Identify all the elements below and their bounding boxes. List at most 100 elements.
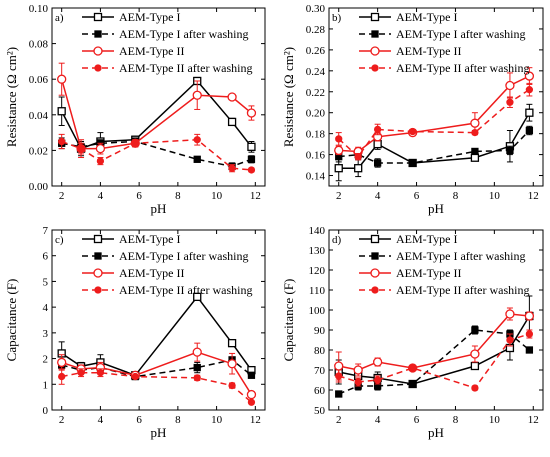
x-tick-label: 10 (489, 414, 501, 426)
data-point (192, 347, 202, 357)
legend-label: AEM-Type II after washing (396, 283, 529, 297)
x-tick-label: 4 (98, 414, 104, 426)
y-tick-label: 80 (314, 345, 326, 357)
data-point (95, 143, 106, 154)
plot-frame (51, 229, 266, 411)
data-point (354, 164, 363, 173)
legend-marker (370, 234, 380, 244)
data-point (228, 381, 236, 390)
data-point (505, 80, 515, 91)
y-tick-label: 0.18 (306, 129, 326, 141)
data-point (57, 74, 67, 84)
legend-label: AEM-Type I (119, 232, 180, 246)
x-tick-label: 8 (453, 190, 459, 202)
x-tick-label: 8 (453, 414, 459, 426)
x-tick-label: 10 (489, 190, 501, 202)
legend: AEM-Type I AEM-Type I after washing AEM-Ty… (82, 10, 252, 75)
series-line (61, 295, 253, 377)
series-line (338, 75, 530, 153)
data-point (193, 363, 201, 372)
y-tick-label: 0.04 (29, 110, 49, 122)
data-point (334, 361, 344, 371)
panel-label: d) (332, 234, 342, 246)
x-axis-title: pH (428, 425, 444, 440)
legend-marker (93, 234, 103, 244)
data-point (470, 118, 480, 128)
y-tick-label: 1 (43, 379, 49, 391)
data-point (246, 389, 257, 400)
data-point (227, 338, 237, 348)
data-point (247, 371, 256, 379)
y-tick-label: 0.24 (306, 66, 326, 78)
panel-label: a) (55, 12, 64, 24)
data-point (354, 378, 362, 386)
legend-marker (94, 64, 102, 72)
legend-label: AEM-Type I after washing (396, 249, 525, 263)
data-point (57, 107, 66, 116)
y-tick-label: 4 (43, 302, 49, 314)
data-point (58, 137, 66, 146)
data-point (192, 90, 202, 100)
data-point (471, 326, 479, 334)
data-point (57, 357, 67, 368)
data-point (506, 146, 514, 155)
legend-label: AEM-Type II after washing (396, 61, 529, 75)
y-tick-label: 100 (309, 305, 326, 317)
y-tick-label: 0 (43, 405, 49, 417)
data-point (335, 390, 343, 398)
panel-d: 2 4 6 8 10 12 50 60 70 80 90 100 110 120 130 140 pH Capac… (281, 225, 544, 440)
data-point (227, 359, 237, 369)
y-tick-label: 0.20 (306, 108, 326, 120)
data-point (227, 117, 237, 127)
x-tick-label: 2 (336, 190, 342, 202)
series-line (338, 313, 530, 371)
plot-frame (328, 7, 544, 187)
legend-marker (371, 30, 379, 38)
plot-frame (328, 229, 544, 411)
data-point (409, 127, 417, 136)
series-line (61, 79, 253, 150)
legend-marker (93, 12, 103, 22)
series-4 (335, 82, 534, 161)
y-tick-label: 0.22 (306, 87, 325, 99)
y-tick-label: 0.06 (29, 74, 49, 86)
data-point (525, 108, 534, 117)
y-tick-label: 60 (314, 385, 326, 397)
series-3 (57, 342, 257, 400)
legend-marker (370, 46, 380, 56)
legend-label: AEM-Type I after washing (119, 249, 248, 263)
y-tick-label: 90 (314, 325, 326, 337)
panel-a: 2 4 6 8 10 12 0.00 0.02 0.04 0.06 0.08 0.10 pH Resist… (4, 3, 266, 216)
data-point (525, 126, 534, 135)
data-point (193, 374, 201, 382)
legend-marker (94, 30, 102, 38)
x-axis-title: pH (151, 425, 167, 440)
y-tick-label: 2 (43, 354, 49, 366)
y-tick-label: 0.10 (29, 3, 49, 15)
data-point (246, 108, 257, 118)
legend-label: AEM-Type II (396, 44, 461, 58)
legend: AEM-Type I AEM-Type I after washing AEM-Ty… (359, 10, 529, 75)
x-tick-label: 10 (211, 414, 223, 426)
y-tick-label: 3 (43, 328, 49, 340)
data-point (525, 330, 534, 338)
data-point (524, 311, 535, 321)
series-line (338, 329, 530, 395)
y-tick-label: 130 (309, 245, 326, 257)
x-tick-label: 4 (375, 190, 381, 202)
y-tick-label: 0.30 (306, 3, 326, 15)
data-point (505, 309, 515, 319)
y-tick-label: 0.26 (306, 45, 326, 57)
series-4 (58, 368, 256, 406)
y-tick-label: 6 (43, 251, 49, 263)
series-2 (335, 325, 534, 398)
y-tick-label: 7 (43, 225, 49, 237)
series-1 (334, 295, 534, 389)
data-point (334, 145, 344, 156)
legend-marker (94, 252, 102, 260)
series-1 (57, 292, 256, 380)
data-point (409, 159, 417, 167)
data-point (247, 142, 256, 151)
x-tick-label: 2 (59, 190, 65, 202)
data-point (335, 372, 343, 380)
